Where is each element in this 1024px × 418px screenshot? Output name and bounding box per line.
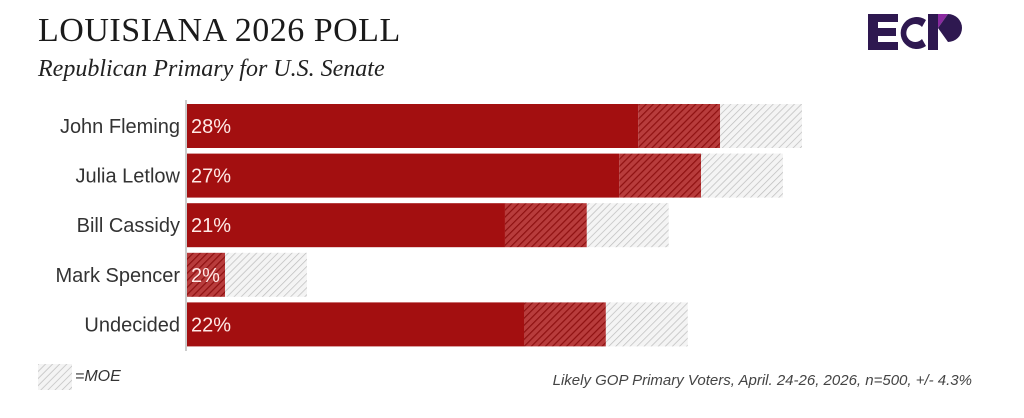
legend-moe-swatch: [38, 364, 72, 390]
moe-high-segment: [720, 104, 802, 148]
moe-high-segment: [225, 252, 307, 297]
bar: [187, 203, 505, 248]
moe-high-segment: [586, 203, 669, 248]
data-label: 27%: [191, 166, 231, 188]
source-note: Likely GOP Primary Voters, April. 24-26,…: [552, 372, 972, 389]
data-label: 2%: [191, 265, 220, 287]
moe-high-segment: [605, 302, 688, 347]
moe-low-segment: [187, 252, 226, 297]
legend-label: =MOE: [75, 368, 121, 385]
category-label: Bill Cassidy: [77, 215, 180, 237]
data-label: 21%: [191, 215, 231, 237]
moe-low-segment: [619, 153, 702, 198]
moe-low-segment: [524, 302, 606, 347]
category-label: Julia Letlow: [75, 166, 180, 188]
data-label: 28%: [191, 116, 231, 138]
data-label: 22%: [191, 314, 231, 336]
ecp-logo: [866, 8, 966, 61]
chart-subtitle: Republican Primary for U.S. Senate: [38, 56, 385, 82]
category-label: John Fleming: [60, 116, 180, 138]
legend: =MOE: [38, 364, 121, 390]
bar: [187, 153, 620, 198]
moe-low-segment: [504, 203, 587, 248]
moe-high-segment: [701, 153, 783, 198]
moe-low-segment: [638, 104, 721, 148]
chart-title: LOUISIANA 2026 POLL: [38, 12, 401, 49]
category-label: Mark Spencer: [56, 265, 181, 287]
bar: [187, 302, 525, 347]
bar: [187, 104, 639, 148]
category-label: Undecided: [84, 314, 180, 336]
